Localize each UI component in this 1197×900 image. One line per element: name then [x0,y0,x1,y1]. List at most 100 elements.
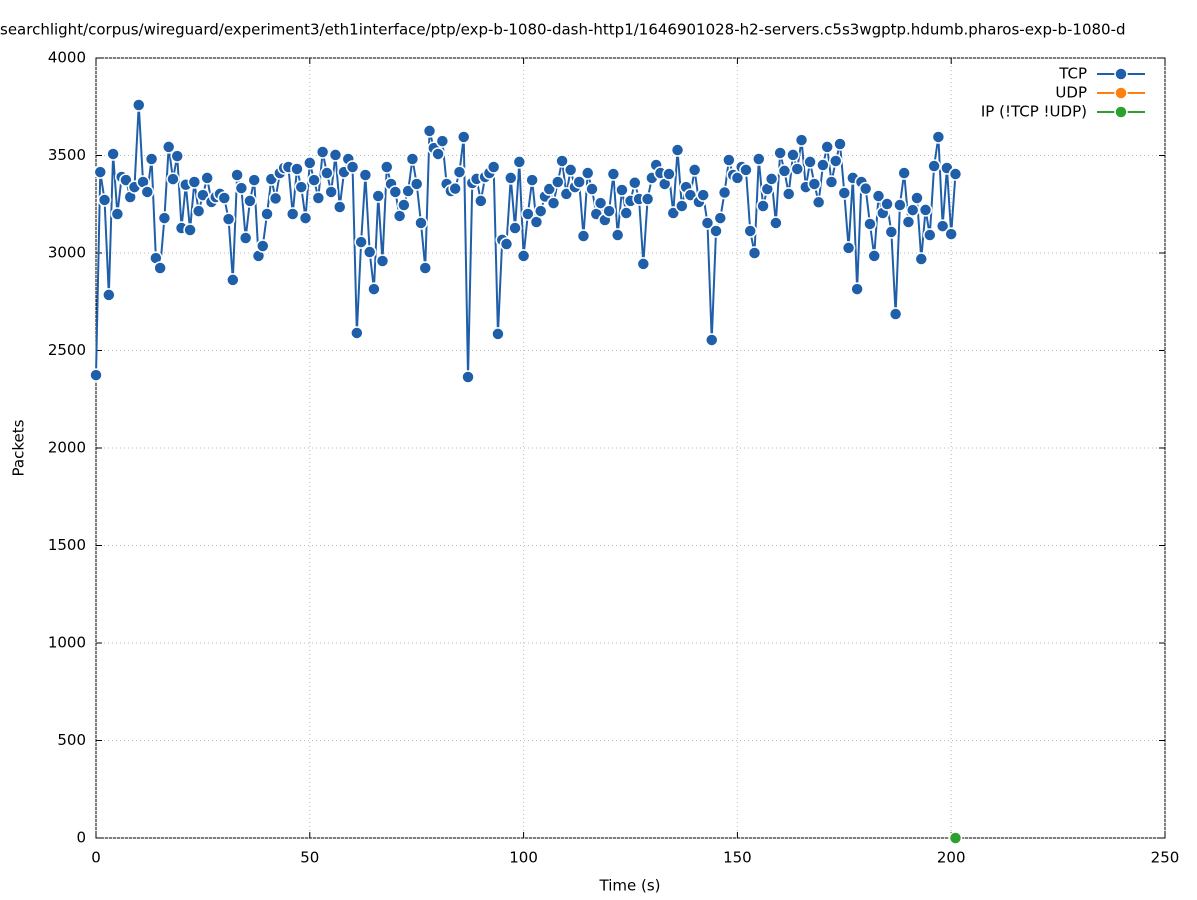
data-point [636,257,651,271]
data-point [824,175,839,189]
data-point [93,165,108,179]
data-point [820,140,834,154]
data-point [816,158,830,172]
data-point [533,204,548,218]
data-point [905,203,920,217]
data-point [837,186,852,200]
data-point [290,162,304,176]
data-point [110,207,125,221]
data-point [696,188,710,202]
data-point [268,191,283,206]
data-point [781,187,796,201]
data-point [786,148,800,162]
data-point [863,217,877,231]
chart-title: searchlight/corpus/wireguard/experiment3… [0,21,1126,39]
data-point [315,145,330,159]
y-axis-label: Packets [10,419,28,476]
data-point [161,140,176,154]
data-point [580,166,595,180]
data-point [764,172,779,186]
data-point [931,130,946,144]
x-tick-label: 100 [509,849,538,867]
y-tick-label: 4000 [48,49,86,67]
data-point [675,199,689,213]
data-point [435,134,450,148]
data-point [871,189,886,203]
data-point [606,167,621,181]
data-point [311,191,326,205]
data-point [448,181,462,196]
data-point [345,160,360,174]
data-point [944,227,958,241]
data-point [811,195,826,210]
data-point [324,185,338,199]
data-point [320,166,334,180]
data-point [106,147,120,161]
data-point [773,146,787,160]
y-tick-label: 500 [57,731,86,749]
data-point [662,167,676,181]
data-point [687,163,702,177]
data-point [200,171,214,185]
data-point [867,249,881,263]
x-tick-label: 150 [723,849,752,867]
x-tick-label: 0 [91,849,101,867]
data-point [747,246,762,260]
data-point [409,177,424,191]
data-point [756,199,770,213]
y-tick-label: 3000 [48,244,86,262]
data-point [927,159,941,173]
data-point [452,165,467,179]
data-point [555,154,569,168]
data-point [709,224,723,238]
data-point [551,175,565,189]
data-point [119,173,133,187]
data-point [226,273,240,287]
y-tick-label: 3500 [48,146,86,164]
x-tick-label: 250 [1151,849,1180,867]
data-point [546,196,561,210]
data-point [593,196,608,210]
data-point [132,98,146,112]
data-point [397,198,411,212]
data-point [243,194,257,208]
data-point [884,225,899,239]
data-point [807,177,822,191]
data-point [563,163,578,177]
data-point [294,180,308,194]
data-point [918,203,933,217]
data-point [89,368,103,382]
data-point [422,124,437,138]
legend-label: UDP [1055,84,1087,102]
data-point [307,173,321,187]
legend-marker [1114,105,1128,119]
data-point [362,245,377,259]
data-point [187,175,202,189]
data-point [700,216,715,230]
data-point [713,211,728,225]
data-point [602,204,616,218]
data-point [144,152,159,166]
data-point [461,370,475,384]
data-point [474,194,488,208]
data-point [704,333,719,347]
data-point [615,183,629,197]
data-point [157,211,172,225]
data-point [153,261,167,275]
data-point [191,204,206,218]
legend-marker [1114,86,1128,100]
data-point [521,207,535,221]
data-point [486,160,501,174]
data-point [901,215,916,229]
x-tick-label: 50 [300,849,319,867]
data-point [512,155,527,169]
data-point [794,133,809,147]
data-point [166,172,180,186]
data-point [803,155,817,169]
x-axis-label: Time (s) [599,877,661,895]
data-point [332,200,347,214]
data-point [585,182,599,196]
data-point [170,149,184,163]
